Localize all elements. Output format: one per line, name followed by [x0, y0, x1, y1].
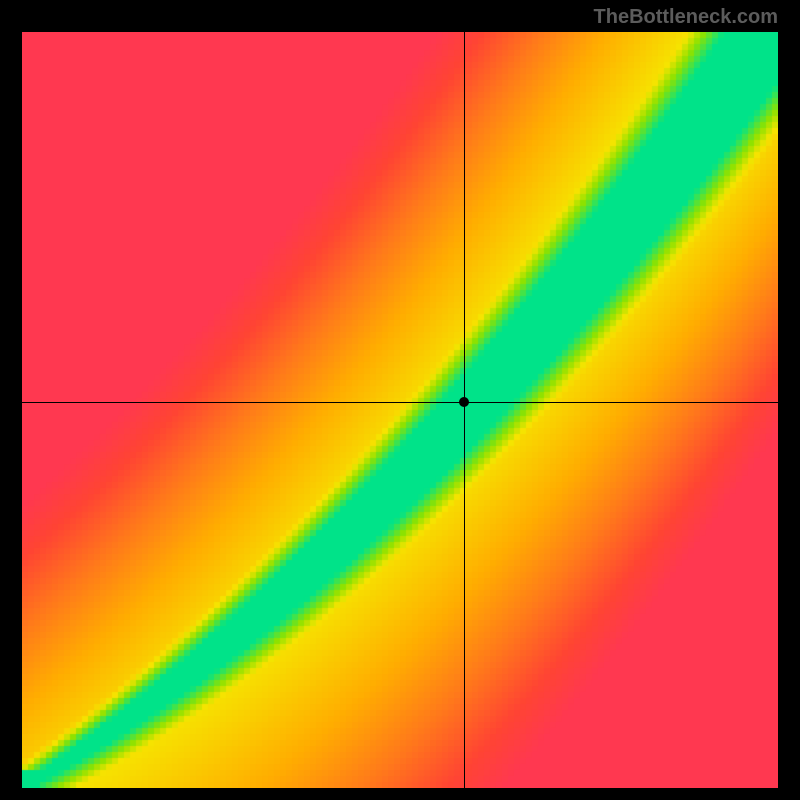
crosshair-horizontal [22, 402, 778, 403]
chart-container: TheBottleneck.com [0, 0, 800, 800]
watermark-text: TheBottleneck.com [594, 6, 778, 29]
bottleneck-heatmap [22, 32, 778, 788]
crosshair-vertical [464, 32, 465, 788]
crosshair-marker [459, 397, 469, 407]
